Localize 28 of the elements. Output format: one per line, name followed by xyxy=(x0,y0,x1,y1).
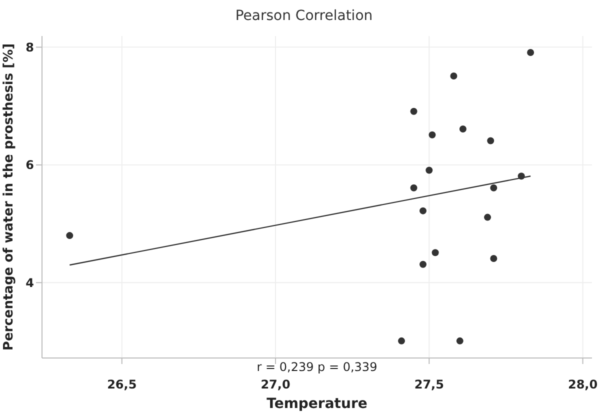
point xyxy=(459,126,466,133)
point xyxy=(484,214,492,221)
point xyxy=(490,255,498,262)
y-tick-label: 8 xyxy=(26,40,34,54)
point xyxy=(428,131,436,138)
point xyxy=(490,184,498,192)
point xyxy=(450,72,458,80)
point xyxy=(420,207,427,214)
chart-title: Pearson Correlation xyxy=(234,8,374,24)
text: r = 0,239 p = 0,339 xyxy=(256,360,378,374)
point xyxy=(398,337,405,344)
y-axis-title: Percentage of water in the prosthesis [%] xyxy=(2,43,17,351)
point xyxy=(410,184,418,192)
point xyxy=(66,232,74,240)
x-tick-label: 27,0 xyxy=(260,378,290,392)
x-axis-title: Temperature xyxy=(266,396,368,412)
point xyxy=(420,260,427,268)
point xyxy=(487,137,494,144)
point xyxy=(432,249,439,256)
y-tick-label: 4 xyxy=(26,276,34,290)
x-tick-label: 28,0 xyxy=(568,378,598,392)
point xyxy=(410,108,418,115)
x-tick-label: 27,5 xyxy=(414,378,444,392)
point xyxy=(426,166,433,174)
x-tick-label: 26,5 xyxy=(107,378,137,392)
point xyxy=(527,48,534,56)
point xyxy=(456,337,464,344)
y-tick-label: 6 xyxy=(26,158,34,172)
